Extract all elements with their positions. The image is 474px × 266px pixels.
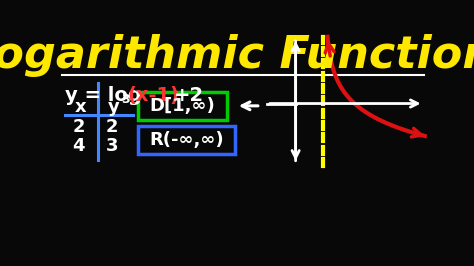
Bar (138, 126, 235, 153)
Text: D[1,∞): D[1,∞) (150, 97, 215, 115)
Text: Logarithmic Functions: Logarithmic Functions (0, 34, 474, 77)
Text: 2: 2 (73, 118, 85, 136)
Text: (x-1): (x-1) (128, 86, 180, 105)
Text: 3: 3 (121, 93, 130, 106)
Text: 4: 4 (73, 137, 85, 155)
Text: x: x (75, 98, 87, 117)
Text: y: y (108, 98, 119, 117)
Text: R(-∞,∞): R(-∞,∞) (149, 131, 224, 149)
Text: 2: 2 (106, 118, 118, 136)
Text: +2: +2 (174, 86, 204, 105)
Text: y = log: y = log (65, 86, 142, 105)
Text: 3: 3 (106, 137, 118, 155)
Bar (138, 92, 228, 120)
